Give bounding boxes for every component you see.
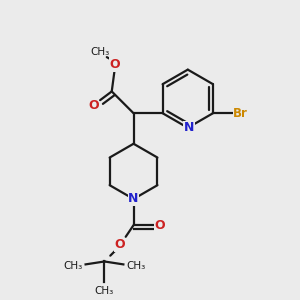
Text: CH₃: CH₃ bbox=[91, 47, 110, 57]
Text: CH₃: CH₃ bbox=[63, 261, 83, 271]
Text: O: O bbox=[114, 238, 125, 251]
Text: O: O bbox=[88, 99, 99, 112]
Text: O: O bbox=[109, 58, 120, 71]
Text: CH₃: CH₃ bbox=[126, 261, 146, 271]
Text: Br: Br bbox=[233, 107, 248, 120]
Text: N: N bbox=[184, 121, 194, 134]
Text: CH₃: CH₃ bbox=[95, 286, 114, 296]
Text: N: N bbox=[128, 193, 139, 206]
Text: O: O bbox=[154, 219, 165, 232]
